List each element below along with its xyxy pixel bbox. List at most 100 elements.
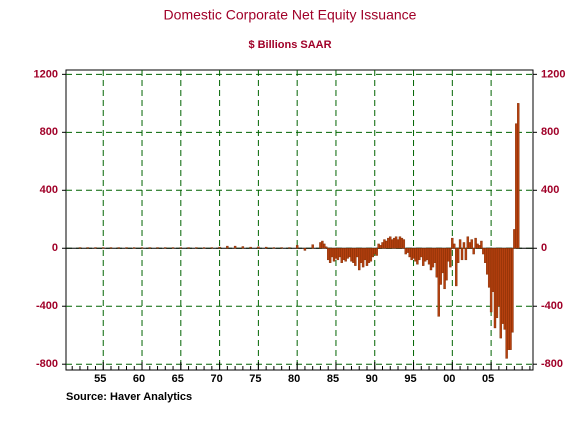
bar <box>491 248 495 292</box>
bar <box>468 242 471 249</box>
bar <box>319 242 322 249</box>
bar <box>497 248 501 307</box>
x-tick-label: 90 <box>366 373 378 385</box>
bar <box>515 123 518 249</box>
y2-tick-label: -800 <box>541 358 563 370</box>
bar <box>464 248 468 261</box>
bar <box>328 248 332 263</box>
bar <box>344 248 347 262</box>
x-tick-label: 65 <box>172 373 184 385</box>
chart-subtitle: $ Billions SAAR <box>248 39 331 51</box>
bar <box>427 248 431 265</box>
bar <box>394 236 398 249</box>
bar <box>425 248 429 261</box>
bar <box>513 229 516 249</box>
bar <box>486 248 489 275</box>
bar <box>499 248 503 339</box>
bar <box>422 248 425 266</box>
bar <box>280 247 283 249</box>
bar <box>509 248 512 350</box>
bar <box>363 248 367 261</box>
y2-tick-label: 0 <box>541 242 547 254</box>
bar <box>210 247 214 249</box>
bar <box>418 248 421 261</box>
bar <box>295 245 299 249</box>
x-tick-label: 70 <box>210 373 222 385</box>
y2-tick-label: 1200 <box>541 68 565 80</box>
source: Source: Haver Analytics <box>66 391 192 403</box>
bar <box>449 248 452 268</box>
bar <box>456 248 460 263</box>
bar <box>195 247 198 249</box>
bar <box>431 248 435 268</box>
bar <box>484 248 487 263</box>
bar <box>429 248 433 271</box>
bar <box>460 248 464 261</box>
bar <box>346 248 349 259</box>
bar <box>303 248 307 251</box>
bar <box>164 247 167 249</box>
bar <box>336 248 340 261</box>
bar <box>358 248 361 271</box>
bar <box>474 237 477 249</box>
bar <box>133 247 136 249</box>
bar <box>327 248 330 261</box>
bar <box>466 236 470 249</box>
bar <box>381 242 384 249</box>
y2-tick-label: 800 <box>541 126 559 138</box>
bar <box>379 245 382 249</box>
bar <box>482 248 485 255</box>
bar <box>458 239 462 249</box>
bar <box>404 248 407 255</box>
chart-title: Domestic Corporate Net Equity Issuance <box>164 7 417 23</box>
bar <box>453 243 456 249</box>
bar <box>361 248 365 268</box>
bar <box>233 245 237 249</box>
bar <box>396 239 400 249</box>
bar <box>493 248 497 329</box>
bar <box>350 248 353 262</box>
bar <box>140 247 144 249</box>
bar <box>288 247 291 249</box>
bar <box>356 248 359 258</box>
bar <box>377 243 380 249</box>
plot-frame <box>65 69 534 371</box>
bar <box>406 248 409 253</box>
bar <box>373 248 376 255</box>
bar <box>412 248 415 259</box>
bar <box>272 247 276 249</box>
bar <box>443 248 446 290</box>
bar <box>435 248 439 278</box>
y-tick-label: 400 <box>40 184 58 196</box>
bar <box>78 247 82 249</box>
bar <box>416 248 419 265</box>
bar <box>94 247 97 249</box>
bar <box>241 246 245 249</box>
bar <box>325 246 328 249</box>
bar <box>392 237 396 249</box>
bar <box>402 239 406 249</box>
bar <box>332 248 336 262</box>
bar <box>342 248 345 261</box>
bar <box>451 237 454 249</box>
bar <box>323 243 326 249</box>
bar <box>507 248 510 350</box>
bar <box>187 247 190 249</box>
bar <box>387 237 390 249</box>
bar <box>125 247 128 249</box>
bar <box>398 236 402 249</box>
bar <box>400 237 404 249</box>
bar <box>117 247 120 249</box>
bar <box>330 248 334 258</box>
bar <box>441 248 444 274</box>
bar <box>348 248 351 258</box>
bar <box>385 240 388 249</box>
bar <box>383 239 386 249</box>
bar <box>179 247 183 249</box>
bar <box>202 247 206 249</box>
bar <box>334 248 338 259</box>
bar <box>501 248 504 324</box>
bar <box>352 248 355 263</box>
bar <box>171 247 175 249</box>
